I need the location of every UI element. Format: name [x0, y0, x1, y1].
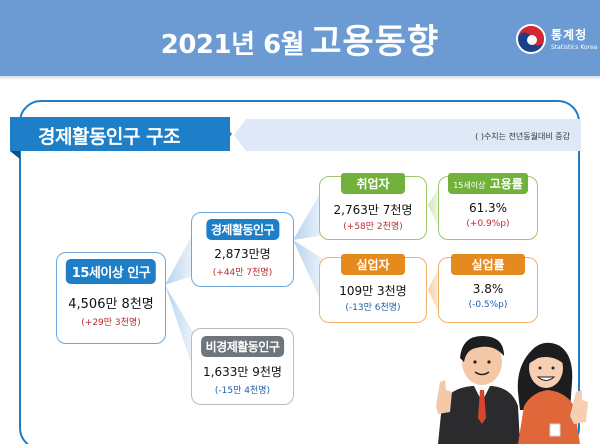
note-text: ( )수치는 전년동월대비 증감: [475, 132, 570, 141]
employment-rate-box: 15세이상 고용률 61.3% (+0.9%p): [438, 173, 538, 240]
section-fold: [10, 151, 20, 159]
employment-rate-change: (+0.9%p): [466, 219, 510, 229]
employed-box: 취업자 2,763만 7천명 (+58만 2천명): [319, 173, 427, 240]
title-main: 고용동향: [310, 22, 440, 62]
employed-label: 취업자: [341, 173, 405, 194]
unemployment-rate-change: (-0.5%p): [468, 300, 508, 310]
employed-change: (+58만 2천명): [343, 222, 403, 232]
man-figure: [436, 336, 520, 444]
unemployment-rate-value: 3.8%: [472, 282, 504, 296]
population-15plus-box: 15세이상 인구 4,506만 8천명 (+29만 3천명): [56, 252, 166, 344]
economically-active-value: 2,873만명: [214, 247, 271, 261]
economically-inactive-change: (-15만 4천명): [214, 386, 271, 396]
employment-rate-label: 15세이상 고용률: [448, 173, 528, 194]
economically-inactive-box: 비경제활동인구 1,633만 9천명 (-15만 4천명): [191, 328, 294, 405]
employment-rate-label-prefix: 15세이상: [453, 181, 486, 190]
economically-active-change: (+44만 7천명): [212, 268, 273, 278]
unemployed-change: (-13만 6천명): [345, 303, 401, 313]
note-bar: [234, 119, 581, 151]
logo-subtitle: Statistics Korea: [551, 44, 598, 51]
economically-inactive-label: 비경제활동인구: [200, 336, 285, 357]
title-date: 2021년 6월: [160, 30, 305, 60]
unemployed-label: 실업자: [341, 254, 405, 275]
header-band: [0, 0, 600, 76]
population-15plus-change: (+29만 3천명): [81, 318, 141, 328]
page-title: 2021년 6월 고용동향: [0, 14, 600, 63]
unemployed-box: 실업자 109만 3천명 (-13만 6천명): [319, 254, 427, 323]
office-workers-illustration: [436, 336, 588, 444]
economically-active-label: 경제활동인구: [205, 219, 280, 240]
population-15plus-label: 15세이상 인구: [65, 259, 157, 284]
population-15plus-value: 4,506만 8천명: [68, 297, 154, 312]
employment-rate-label-main: 고용률: [489, 177, 523, 191]
taegeuk-emblem-icon: [516, 24, 546, 54]
economically-inactive-value: 1,633만 9천명: [203, 365, 282, 379]
unemployment-rate-label: 실업률: [451, 254, 525, 275]
unemployment-rate-box: 실업률 3.8% (-0.5%p): [438, 254, 538, 323]
logo-name: 통계청: [551, 28, 588, 42]
header-shadow: [0, 76, 600, 80]
section-header: [10, 117, 230, 151]
section-chevron: [218, 117, 232, 151]
unemployed-value: 109만 3천명: [339, 284, 407, 298]
economically-active-box: 경제활동인구 2,873만명 (+44만 7천명): [191, 212, 294, 287]
section-title: 경제활동인구 구조: [38, 126, 180, 148]
statistics-korea-logo: 통계청 Statistics Korea: [516, 20, 598, 60]
employed-value: 2,763만 7천명: [333, 203, 413, 217]
woman-figure: [517, 342, 588, 444]
employment-rate-value: 61.3%: [468, 201, 508, 215]
